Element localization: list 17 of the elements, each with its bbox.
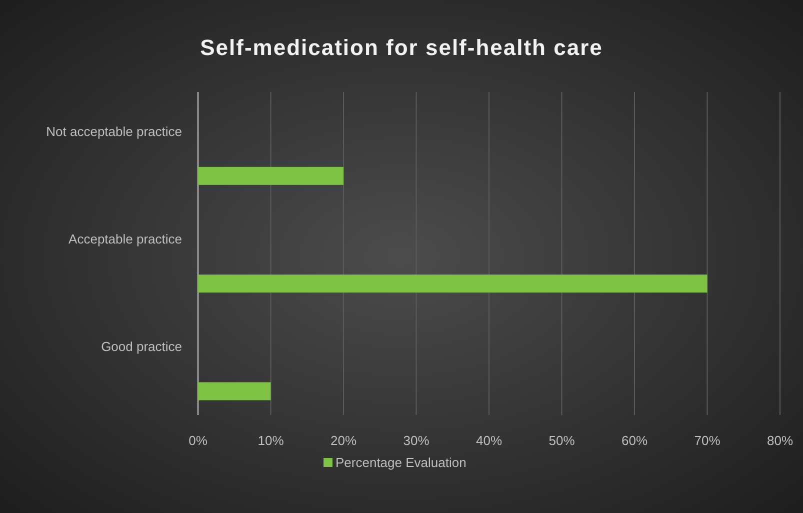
- y-tick-label: Not acceptable practice: [46, 124, 182, 139]
- chart-title: Self-medication for self-health care: [200, 35, 603, 60]
- legend-label: Percentage Evaluation: [336, 455, 466, 470]
- x-tick-label: 40%: [476, 433, 502, 448]
- x-tick-label: 60%: [621, 433, 648, 448]
- bar: [198, 382, 271, 400]
- y-tick-label: Acceptable practice: [68, 232, 182, 246]
- x-tick-label: 50%: [548, 433, 576, 448]
- x-tick-label: 70%: [694, 433, 721, 448]
- x-tick-label: 0%: [188, 433, 208, 448]
- x-tick-label: 10%: [258, 433, 284, 448]
- x-tick-label: 80%: [766, 433, 794, 448]
- bar: [198, 166, 344, 185]
- bar: [198, 274, 708, 293]
- x-tick-label: 20%: [330, 433, 357, 448]
- x-tick-label: 30%: [403, 433, 430, 448]
- y-tick-label: Good practice: [101, 339, 182, 354]
